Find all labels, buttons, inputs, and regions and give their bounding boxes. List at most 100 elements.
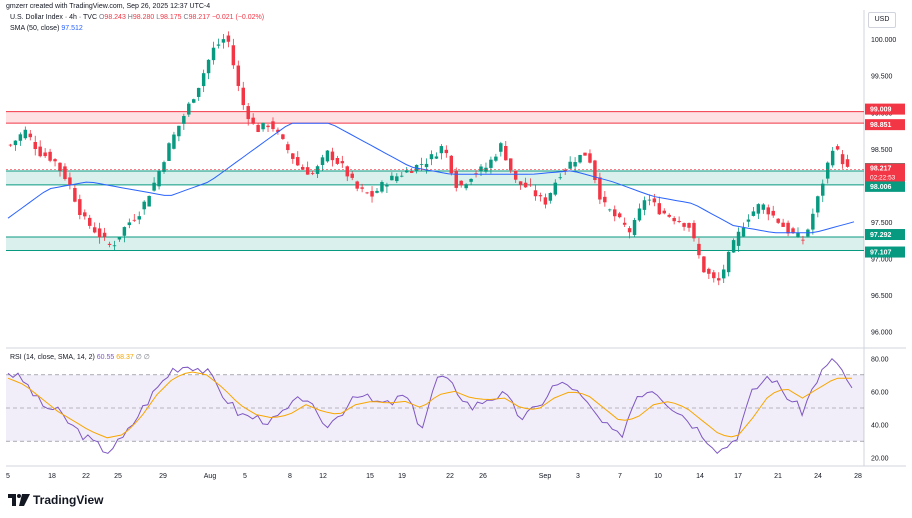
time-tick-label: 12 <box>319 473 327 480</box>
candle-body <box>261 122 265 130</box>
candle-body <box>241 87 245 106</box>
candle-body <box>712 272 716 279</box>
candle-body <box>568 161 572 169</box>
ohlc-c-label: C <box>183 14 189 21</box>
candle-body <box>43 152 47 157</box>
rsi-ma-value: 68.37 <box>116 354 134 361</box>
candle-body <box>107 243 112 245</box>
rsi-label[interactable]: RSI (14, close, SMA, 14, 2) <box>10 354 95 361</box>
candle-body <box>375 190 379 193</box>
candle-body <box>320 157 325 165</box>
candle-body <box>563 169 567 171</box>
time-tick-label: 5 <box>6 473 10 480</box>
candle-body <box>647 199 652 201</box>
candle-body <box>390 175 394 181</box>
tradingview-logo[interactable]: TradingView <box>8 491 103 509</box>
rsi-legend: RSI (14, close, SMA, 14, 2) 60.55 68.37 … <box>10 353 150 361</box>
sma-line <box>7 122 855 234</box>
ohlc-h-label: H <box>127 14 133 21</box>
candle-body <box>578 154 582 163</box>
candle-body <box>667 214 671 217</box>
time-tick-label: 10 <box>654 473 662 480</box>
candle-body <box>811 213 815 230</box>
rsi-extra: ∅ ∅ <box>135 354 150 361</box>
candle-body <box>8 144 13 146</box>
candle-body <box>286 144 290 151</box>
time-tick-label: 28 <box>854 473 862 480</box>
candle-body <box>18 134 23 141</box>
candle-body <box>236 65 241 86</box>
candle-body <box>182 115 186 124</box>
candle-body <box>781 222 785 227</box>
candle-body <box>830 150 835 166</box>
zone-price-tag-bg <box>865 119 905 131</box>
candle-body <box>221 39 226 43</box>
time-tick-label: 3 <box>576 473 580 480</box>
candle-body <box>73 187 77 202</box>
candle-body <box>622 222 627 225</box>
sma-label[interactable]: SMA (50, close) <box>10 25 60 32</box>
candle-body <box>83 212 87 217</box>
candle-body <box>573 162 577 167</box>
candle-body <box>87 217 92 226</box>
ohlc-low: 98.175 <box>160 14 182 21</box>
candle-body <box>281 134 285 139</box>
time-tick-label: 22 <box>82 473 90 480</box>
candle-body <box>206 59 211 74</box>
candle-body <box>97 228 102 238</box>
candle-body <box>305 167 310 175</box>
ohlc-l-label: L <box>156 14 161 21</box>
candle-body <box>677 220 681 222</box>
candle-body <box>756 204 761 214</box>
price-tick-label: 98.500 <box>871 147 893 154</box>
candle-body <box>543 197 548 205</box>
time-tick-label: 26 <box>479 473 487 480</box>
rsi-value: 60.55 <box>96 354 115 361</box>
rsi-ma-line <box>7 371 852 439</box>
candle-body <box>48 151 52 161</box>
candle-body <box>429 154 434 160</box>
currency-button[interactable]: USD <box>868 12 896 28</box>
price-tick-label: 97.500 <box>871 220 893 227</box>
candle-body <box>548 192 553 201</box>
ohlc-change: −0.021 (−0.02%) <box>211 14 265 21</box>
candle-body <box>400 175 404 177</box>
candle-body <box>771 210 775 216</box>
tradingview-logo-text: TradingView <box>33 493 104 507</box>
candle-body <box>637 208 642 221</box>
candle-body <box>117 237 122 240</box>
candle-body <box>791 228 795 234</box>
candle-body <box>642 200 647 210</box>
candle-body <box>142 201 146 210</box>
time-tick-label: 25 <box>114 473 122 480</box>
candle-body <box>726 251 731 273</box>
candle-body <box>38 146 42 157</box>
symbol-title[interactable]: U.S. Dollar Index · 4h · TVC <box>10 14 98 21</box>
zone-price-tag: 99.009 <box>870 107 892 114</box>
candle-body <box>192 99 196 103</box>
candle-body <box>801 239 805 241</box>
zone-price-tag: 97.292 <box>870 232 892 239</box>
candle-body <box>523 182 528 188</box>
candle-body <box>717 278 721 281</box>
time-tick-label: 24 <box>814 473 822 480</box>
credit-text: gmzerr created with TradingView.com, Sep… <box>6 3 211 10</box>
candle-body <box>588 153 592 163</box>
candle-body <box>746 219 751 222</box>
candle-body <box>652 198 657 203</box>
candle-body <box>761 204 766 210</box>
current-price-tag: 98.217 <box>870 165 892 172</box>
time-tick-label: 17 <box>734 473 742 480</box>
time-tick-label: Sep <box>539 473 552 480</box>
candle-body <box>187 103 191 115</box>
price-tick-label: 100.000 <box>871 37 896 44</box>
candle-body <box>325 150 330 162</box>
ohlc-high: 98.280 <box>132 14 155 21</box>
candle-body <box>776 218 780 223</box>
candle-body <box>821 183 825 196</box>
candle-body <box>132 219 137 221</box>
candle-body <box>825 162 830 179</box>
candle-body <box>112 245 117 247</box>
candle-body <box>786 222 790 234</box>
